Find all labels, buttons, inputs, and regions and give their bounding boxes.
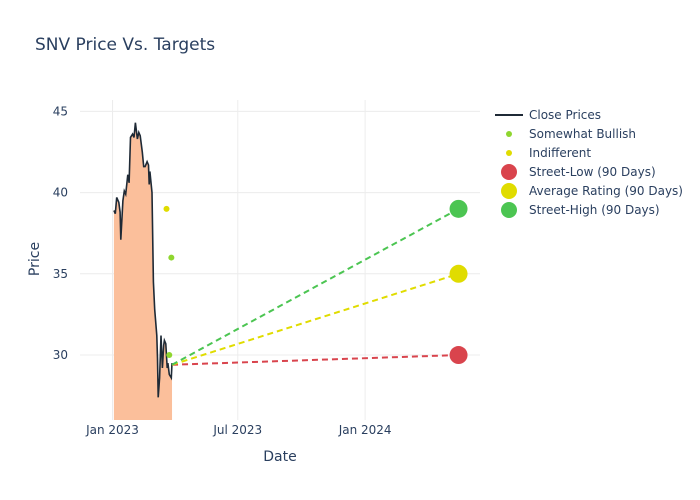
legend-label: Indifferent [529,146,591,160]
y-axis-title: Price [27,242,43,276]
close-price-fill [113,122,173,420]
chart-title: SNV Price Vs. Targets [35,35,215,55]
legend-marker-swatch [501,164,517,180]
legend-item[interactable]: Average Rating (90 Days) [501,183,683,199]
x-axis-title: Date [263,449,296,465]
legend-marker-swatch [501,202,517,218]
legend-item[interactable]: Somewhat Bullish [506,127,636,141]
target-line [172,354,459,366]
legend-item[interactable]: Indifferent [506,146,591,160]
x-tick-label: Jan 2023 [85,423,139,437]
legend-marker-swatch [501,183,517,199]
rating-marker[interactable] [166,352,173,359]
plot-area [113,122,468,420]
rating-marker[interactable] [163,205,170,212]
legend-label: Average Rating (90 Days) [529,184,683,198]
y-axis: 30 35 40 45 [53,104,68,362]
y-tick-label: 35 [53,267,68,281]
target-marker[interactable] [449,346,468,365]
legend-item[interactable]: Close Prices [495,108,601,122]
legend-label: Close Prices [529,108,601,122]
target-line [171,272,459,366]
y-tick-label: 30 [53,348,68,362]
close-price-line [113,122,173,398]
target-line [171,207,460,366]
y-tick-label: 40 [53,186,68,200]
legend[interactable]: Close Prices Somewhat Bullish Indifferent S… [495,108,683,218]
legend-label: Street-Low (90 Days) [529,165,656,179]
legend-marker-swatch [506,131,512,137]
target-marker[interactable] [449,199,468,218]
legend-marker-swatch [506,150,512,156]
y-tick-label: 45 [53,104,68,118]
legend-label: Street-High (90 Days) [529,203,660,217]
rating-marker[interactable] [168,254,175,261]
x-axis: Jan 2023 Jul 2023 Jan 2024 [85,423,391,437]
x-tick-label: Jul 2023 [212,423,262,437]
legend-label: Somewhat Bullish [529,127,636,141]
target-marker[interactable] [449,264,468,283]
x-tick-label: Jan 2024 [338,423,392,437]
legend-item[interactable]: Street-Low (90 Days) [501,164,656,180]
legend-item[interactable]: Street-High (90 Days) [501,202,660,218]
